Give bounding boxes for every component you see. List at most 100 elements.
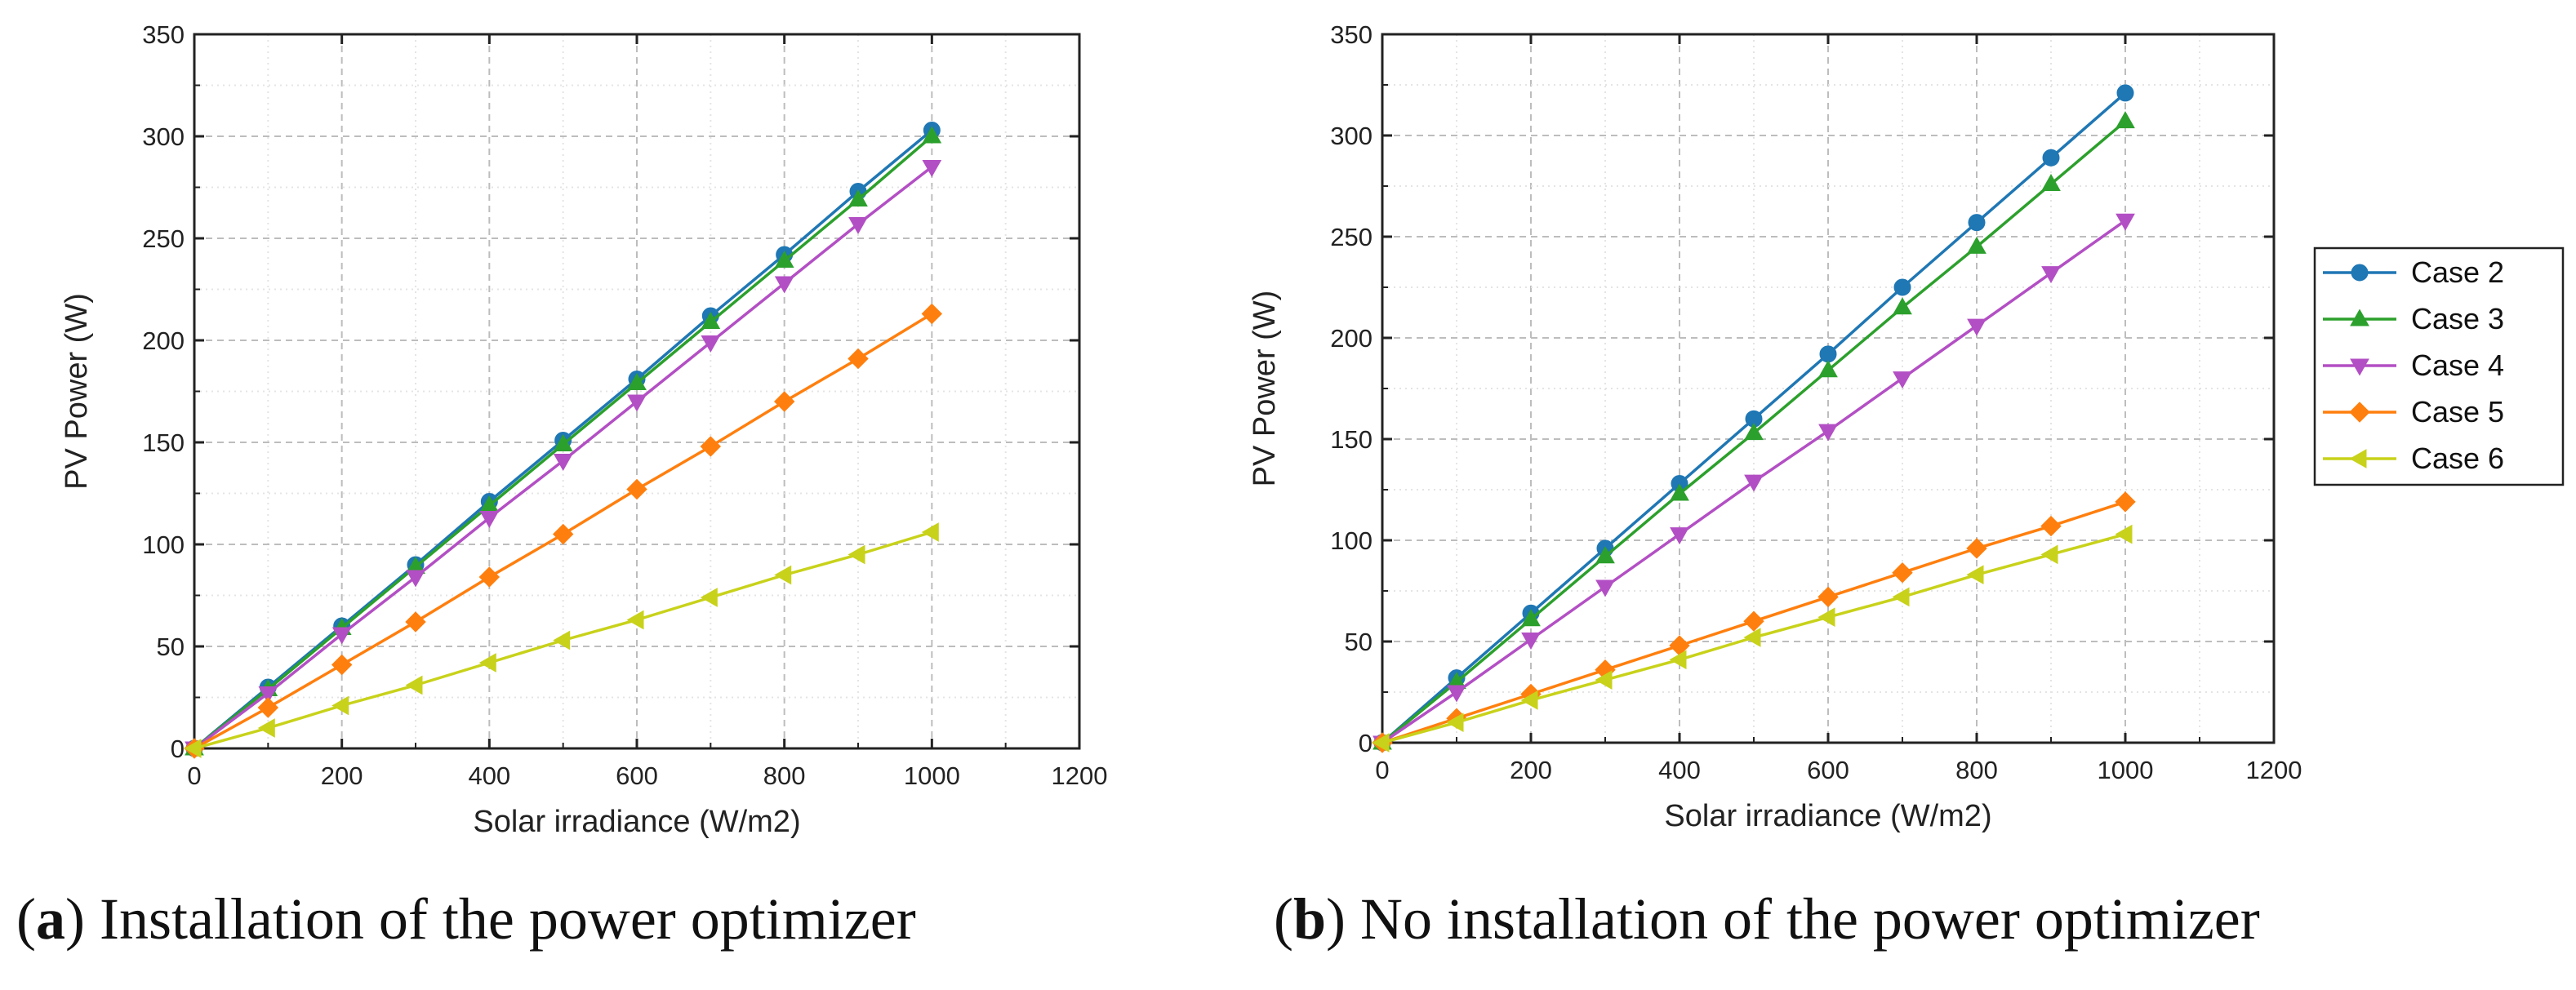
panel-a-point-case-4 — [331, 627, 352, 645]
panel-b-y-tick-label: 150 — [1330, 425, 1373, 454]
panel-b-point-case-5 — [1817, 586, 1839, 608]
panel-b-y-tick-label: 250 — [1330, 223, 1373, 251]
panel-b-x-tick-label: 400 — [1658, 756, 1701, 784]
panel-a-point-case-5 — [773, 391, 795, 412]
panel-b-point-case-5 — [1743, 610, 1764, 632]
panel-a-point-case-3 — [774, 250, 794, 268]
panel-b-point-case-5 — [2115, 491, 2136, 513]
panel-b-point-case-6 — [1372, 733, 1390, 752]
panel-a-series-case-4 — [185, 160, 942, 759]
panel-b-point-case-4 — [2116, 213, 2135, 231]
panel-b-series-case-2 — [1373, 84, 2134, 752]
panel-a-point-case-6 — [774, 565, 792, 585]
caption-a-text: Installation of the power optimizer — [85, 886, 916, 952]
legend-marker-case-5 — [2349, 402, 2370, 423]
panel-b-point-case-5 — [1892, 562, 1913, 584]
panel-a-point-case-6 — [331, 695, 349, 716]
panel-a-point-case-3 — [922, 126, 942, 144]
legend-marker-case-2 — [2351, 264, 2369, 282]
legend-marker-case-4 — [2350, 358, 2369, 376]
panel-a-point-case-6 — [405, 675, 423, 695]
panel-a-point-case-4 — [848, 217, 868, 235]
panel-a-y-axis-title: PV Power (W) — [60, 293, 94, 490]
panel-b-x-tick-label: 0 — [1375, 756, 1389, 784]
panel-a-point-case-6 — [921, 522, 939, 542]
panel-b-point-case-6 — [1669, 650, 1687, 670]
panel-b-point-case-4 — [1744, 474, 1764, 492]
panel-b-point-case-3 — [1893, 297, 1912, 315]
panel-a-x-tick-label: 200 — [321, 761, 363, 790]
panel-b-x-tick-label: 1200 — [2246, 756, 2302, 784]
panel-b-y-tick-label: 100 — [1330, 526, 1373, 555]
legend-label-case-4: Case 4 — [2411, 348, 2504, 382]
panel-a-point-case-3 — [553, 433, 573, 451]
panel-b-point-case-5 — [1966, 538, 1987, 559]
panel-b-point-case-6 — [1520, 690, 1538, 710]
panel-a-point-case-5 — [478, 566, 501, 588]
panel-a-point-case-5 — [921, 303, 943, 325]
panel-a-point-case-4 — [774, 276, 794, 294]
caption-b-letter: b — [1293, 886, 1326, 952]
panel-a-point-case-5 — [331, 654, 353, 676]
panel-b-point-case-4 — [1447, 685, 1466, 703]
legend: Case 2 Case 3 Case 4 Case 5 Case 6 — [2313, 246, 2565, 486]
panel-b-point-case-4 — [2041, 266, 2061, 284]
caption-a-close: ) — [65, 886, 85, 952]
panel-a-x-tick-label: 0 — [187, 761, 201, 790]
legend-marker-case-3 — [2350, 309, 2369, 326]
panel-b-point-case-4 — [1893, 371, 1912, 389]
legend-marker-case-6 — [2349, 449, 2367, 468]
panel-a-x-tick-label: 1200 — [1052, 761, 1108, 790]
caption-a-letter: a — [36, 886, 65, 952]
panel-a-point-case-4 — [701, 335, 721, 353]
panel-a-y-tick-label: 250 — [142, 224, 185, 253]
panel-a-x-tick-label: 1000 — [904, 761, 960, 790]
panel-b-point-case-4 — [1818, 424, 1838, 442]
panel-b-point-case-3 — [1744, 423, 1764, 441]
panel-b-point-case-2 — [2116, 84, 2134, 102]
legend-label-case-3: Case 3 — [2411, 302, 2504, 335]
panel-a-x-tick-label: 400 — [468, 761, 510, 790]
panel-b-point-case-5 — [2040, 515, 2062, 537]
panel-b-point-case-3 — [2041, 173, 2061, 191]
panel-b-point-case-6 — [1595, 670, 1613, 690]
panel-a-point-case-5 — [848, 348, 869, 370]
panel-a-point-case-6 — [848, 544, 865, 565]
panel-b-point-case-3 — [1967, 236, 1987, 254]
panel-b-y-tick-label: 200 — [1330, 324, 1373, 353]
panel-a-series-case-3 — [185, 126, 942, 756]
panel-b-point-case-6 — [2040, 544, 2058, 565]
panel-b-point-case-4 — [1595, 579, 1615, 597]
caption-a-open: ( — [16, 886, 36, 952]
panel-a-y-tick-label: 300 — [142, 122, 185, 151]
panel-b-y-tick-label: 350 — [1330, 20, 1373, 49]
panel-a-point-case-4 — [627, 394, 647, 412]
panel-a-point-case-6 — [257, 718, 275, 738]
panel-a-gridlines — [194, 34, 1079, 748]
caption-b-text: No installation of the power optimizer — [1346, 886, 2260, 952]
panel-a-y-tick-label: 50 — [157, 633, 185, 661]
panel-b-point-case-3 — [1521, 609, 1541, 627]
panel-a-point-case-6 — [700, 588, 718, 607]
panel-b-point-case-2 — [1893, 278, 1911, 296]
panel-b-point-case-3 — [1670, 483, 1689, 501]
panel-b-point-case-6 — [1966, 565, 1984, 585]
panel-a-point-case-4 — [922, 160, 942, 178]
panel-a-point-case-5 — [700, 436, 722, 457]
panel-a-point-case-5 — [257, 697, 279, 718]
panel-a-point-case-3 — [701, 311, 721, 329]
panel-a-x-tick-label: 800 — [763, 761, 806, 790]
caption-b-open: ( — [1274, 886, 1293, 952]
panel-a-x-tick-label: 600 — [616, 761, 658, 790]
panel-a-point-case-6 — [478, 653, 496, 673]
panel-b-y-axis-title: PV Power (W) — [1248, 291, 1282, 487]
panel-a-point-case-6 — [184, 739, 202, 758]
panel-b-y-tick-label: 50 — [1345, 628, 1373, 656]
caption-b: (b) No installation of the power optimiz… — [1274, 886, 2260, 952]
panel-a-y-tick-label: 350 — [142, 20, 185, 49]
legend-label-case-6: Case 6 — [2411, 442, 2504, 475]
panel-a-point-case-4 — [258, 686, 278, 704]
panel-b-series-case-6 — [1372, 524, 2133, 752]
panel-b-x-tick-label: 200 — [1510, 756, 1552, 784]
